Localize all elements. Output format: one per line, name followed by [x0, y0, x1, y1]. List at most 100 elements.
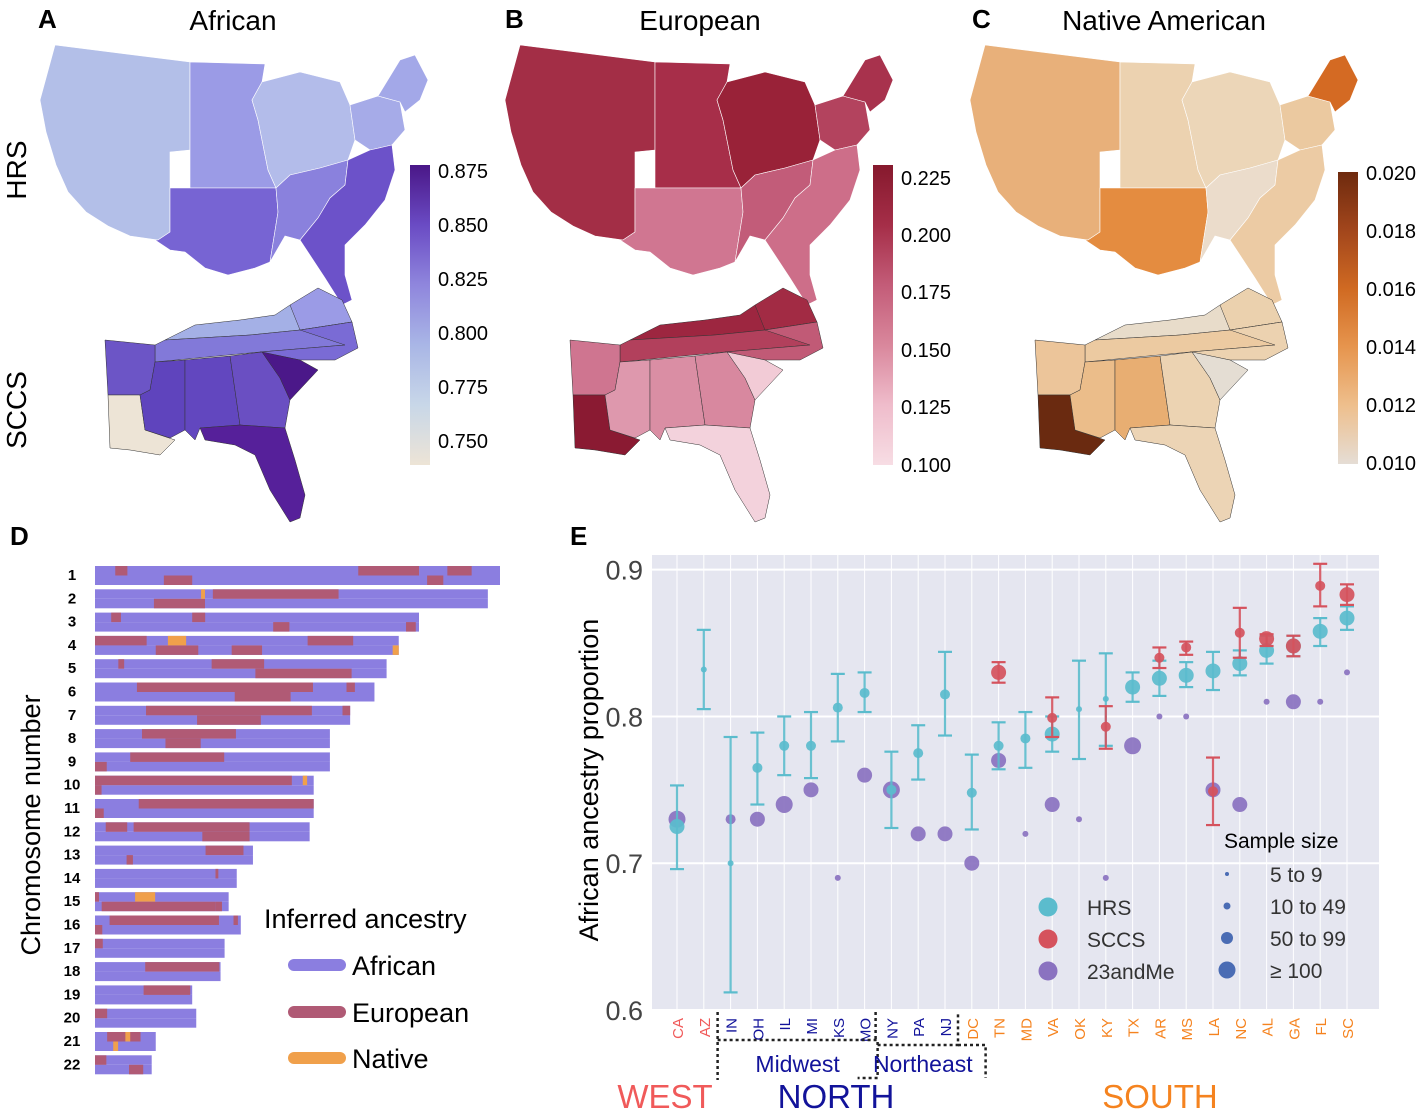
x-tick-label: KY — [1099, 1018, 1116, 1038]
23andme-point — [775, 796, 793, 814]
hrs-point — [1178, 667, 1194, 683]
colorbar-tick: 0.020 — [1366, 163, 1416, 185]
european-segment — [155, 645, 199, 655]
sccs-point — [1208, 786, 1218, 797]
legend-label-sccs: SCCS — [1087, 929, 1145, 952]
chromosome-haplotype-bar — [95, 1055, 152, 1065]
hrs-point — [859, 687, 870, 698]
chromosome-label: 16 — [64, 917, 81, 934]
west-region — [504, 44, 656, 241]
chromosome-haplotype-bar — [95, 845, 253, 856]
size-legend-marker — [1218, 961, 1236, 979]
23andme-point — [1076, 816, 1082, 823]
legend-marker-hrs — [1038, 897, 1058, 917]
size-legend-marker — [1221, 932, 1233, 944]
colorbar-tick: 0.125 — [901, 397, 951, 419]
region-brackets: Midwest Northeast WEST NORTH SOUTH — [617, 1012, 1218, 1115]
colorbar-tick: 0.012 — [1366, 395, 1416, 417]
european-segment — [205, 845, 244, 856]
chromosome-haplotype-bar — [95, 868, 237, 879]
sccs-point — [1315, 580, 1326, 591]
european-segment — [234, 692, 291, 702]
size-legend-label: 10 to 49 — [1270, 896, 1346, 919]
middle-atlantic-region — [1279, 95, 1336, 151]
y-axis-label: African ancestry proportion — [574, 619, 604, 942]
row-label-sccs: SCCS — [1, 371, 32, 449]
hrs-point — [1339, 610, 1355, 626]
hrs-point — [669, 819, 685, 835]
native-segment — [167, 635, 187, 646]
chromosome-label: 3 — [68, 614, 76, 631]
panel-c: C Native American 0.020 — [969, 4, 1416, 523]
chromosome-haplotype-bar — [95, 761, 330, 772]
state-arkansas — [104, 339, 156, 396]
23andme-point — [1285, 694, 1301, 710]
state-south-carolina — [1191, 351, 1249, 401]
european-segment — [215, 901, 222, 912]
x-tick-label: CA — [670, 1018, 687, 1039]
panel-b-letter: B — [505, 4, 524, 34]
chromosome-haplotype-bar — [95, 575, 500, 585]
european-segment — [107, 1032, 141, 1042]
midwest-label: Midwest — [755, 1051, 840, 1077]
chromosome-haplotype-bar — [95, 1018, 197, 1028]
state-south-carolina — [261, 351, 319, 401]
european-colorbar-ticks: 0.225 0.200 0.175 0.150 0.125 0.100 — [901, 168, 951, 477]
chromosome-label: 10 — [64, 777, 81, 794]
hrs-point — [1102, 695, 1109, 702]
native-segment — [392, 645, 399, 655]
european-segment — [202, 831, 250, 842]
chromosome-label: 14 — [64, 870, 81, 887]
chromosome-label: 4 — [68, 637, 77, 654]
chromosome-label: 8 — [68, 730, 76, 747]
x-tick-label: TX — [1126, 1018, 1143, 1037]
european-segment — [136, 682, 313, 692]
x-tick-label: KS — [831, 1018, 848, 1038]
panel-b-title: European — [639, 5, 760, 36]
european-segment — [231, 645, 263, 655]
european-segment — [146, 705, 312, 716]
chromosome-haplotype-bar — [95, 855, 253, 865]
chromosome-bars — [95, 566, 500, 1075]
23andme-point — [834, 874, 841, 881]
chromosome-haplotype-bar — [95, 948, 225, 958]
european-segment — [95, 761, 107, 772]
hrs-point — [1232, 656, 1248, 672]
chromosome-haplotype-bar — [95, 635, 399, 646]
new-england-region — [842, 54, 894, 113]
european-segment — [346, 682, 355, 692]
x-tick-label: LA — [1206, 1018, 1223, 1036]
legend-label-hrs: HRS — [1087, 897, 1131, 920]
series-legend: HRS SCCS 23andMe — [1038, 897, 1175, 984]
colorbar-tick: 0.750 — [438, 431, 488, 453]
legend-label-native: Native — [352, 1044, 429, 1074]
row-label-hrs: HRS — [1, 140, 32, 199]
hrs-point — [779, 740, 790, 751]
x-tick-label: SC — [1340, 1018, 1357, 1039]
south-atlantic-region — [1229, 144, 1326, 306]
chromosome-haplotype-bar — [95, 925, 241, 935]
sccs-point — [1339, 587, 1355, 603]
state-north-carolina — [724, 321, 824, 361]
sccs-point — [1259, 631, 1275, 647]
chromosome-label: 17 — [64, 940, 81, 957]
european-segment — [130, 752, 225, 762]
hrs-point — [1312, 623, 1328, 639]
hrs-point — [913, 748, 924, 759]
panel-e-letter: E — [570, 521, 587, 551]
chromosome-label: 6 — [68, 684, 76, 701]
european-colorbar — [873, 165, 893, 465]
chromosome-label: 12 — [64, 823, 81, 840]
european-segment — [95, 785, 102, 795]
european-segment — [138, 799, 314, 809]
panel-b: B European 0.225 0.20 — [504, 4, 951, 523]
european-segment — [165, 738, 201, 749]
african-colorbar-ticks: 0.875 0.850 0.825 0.800 0.775 0.750 — [438, 161, 488, 453]
european-segment — [255, 668, 352, 679]
size-legend-label: ≥ 100 — [1270, 960, 1322, 983]
hrs-point — [832, 702, 843, 713]
west-south-central-region — [1084, 187, 1209, 276]
panel-a-title: African — [189, 5, 276, 36]
panel-d: D Chromosome number 12345678910111213141… — [10, 521, 500, 1075]
